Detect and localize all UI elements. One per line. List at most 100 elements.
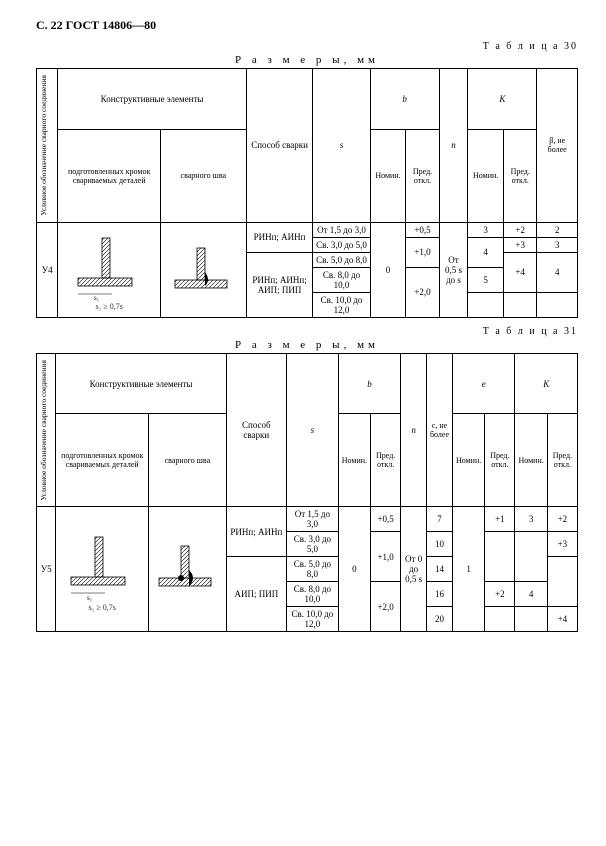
t30-bm0: 2 (537, 222, 578, 237)
t30-kn1: 4 (468, 237, 504, 267)
t30-kn0: 3 (468, 222, 504, 237)
t30-s4: Св. 10,0 до 12,0 (313, 292, 370, 317)
t30-m0: РИНп; АИНп (246, 222, 313, 252)
t30-kd0: +2 (504, 222, 537, 237)
t31-e: е (452, 353, 515, 414)
t30-kd2: +4 (504, 252, 537, 292)
t31-kd0: +2 (547, 507, 577, 532)
svg-text:s₁: s₁ (87, 594, 92, 602)
t30-vcol: Условное обозначение сварного соединения (39, 71, 49, 220)
t30-bm1: 3 (537, 237, 578, 252)
t30-bmax: β, не более (537, 69, 578, 223)
t30-bn: 0 (370, 222, 406, 317)
t31-knom: Номин. (515, 414, 547, 507)
t31-kd2 (547, 557, 577, 607)
t31-ed0: +1 (485, 507, 515, 532)
t31-c2: 14 (427, 557, 453, 582)
dimensions-title-31: Р а з м е р ы, мм (36, 339, 578, 351)
t31-s4: Св. 10,0 до 12,0 (287, 607, 339, 632)
t30-knom: Номин. (468, 129, 504, 222)
t31-m0: РИНп; АИНп (226, 507, 286, 557)
t30-s0: От 1,5 до 3,0 (313, 222, 370, 237)
t31-c4: 20 (427, 607, 453, 632)
t30-bm4 (537, 292, 578, 317)
t31-s: s (287, 353, 339, 507)
t30-kdev: Пред. откл. (504, 129, 537, 222)
t31-diagram-prep: s₁ s₁ ≥ 0,7s (56, 507, 149, 632)
t30-kd1: +3 (504, 237, 537, 252)
svg-text:s₁: s₁ (94, 294, 99, 302)
t30-constr: Конструктивные элементы (58, 69, 246, 130)
t30-bnom: Номин. (370, 129, 406, 222)
table-30: Условное обозначение сварного соединения… (36, 68, 578, 318)
t30-s: s (313, 69, 370, 223)
t31-c0: 7 (427, 507, 453, 532)
t31-bd1: +1,0 (371, 532, 401, 582)
t31-m2: АИП; ПИП (226, 557, 286, 632)
t31-seam: сварного шва (149, 414, 227, 507)
t30-diagram-seam (160, 222, 246, 317)
t31-bnom: Номин. (338, 414, 370, 507)
t31-vcol: Условное обозначение сварного соединения (39, 356, 49, 505)
t31-kn1 (515, 532, 547, 582)
t31-bd0: +0,5 (371, 507, 401, 532)
t30-diagram-prep: s₁ s₁ ≥ 0,7s (58, 222, 160, 317)
t31-edev: Пред. откл. (485, 414, 515, 507)
t31-kn0: 3 (515, 507, 547, 532)
t31-method: Способ сварки (226, 353, 286, 507)
t30-kd4 (504, 292, 537, 317)
t31-s1: Св. 3,0 до 5,0 (287, 532, 339, 557)
t31-kn4 (515, 607, 547, 632)
t30-s2: Св. 5,0 до 8,0 (313, 252, 370, 267)
t30-s1: Св. 3,0 до 5,0 (313, 237, 370, 252)
t31-s2: Св. 5,0 до 8,0 (287, 557, 339, 582)
t30-bd3: +2,0 (406, 267, 439, 317)
t30-prep: подготовленных кромок свариваемых детале… (58, 129, 160, 222)
t31-ed4 (485, 607, 515, 632)
t30-kn3: 5 (468, 267, 504, 292)
t31-ed3: +2 (485, 582, 515, 607)
t30-b: b (370, 69, 439, 130)
t31-prep: подготовленных кромок свариваемых детале… (56, 414, 149, 507)
table-31: Условное обозначение сварного соединения… (36, 353, 578, 633)
page-header: С. 22 ГОСТ 14806—80 (36, 18, 578, 33)
t30-bm2: 4 (537, 252, 578, 292)
t31-c1: 10 (427, 532, 453, 557)
table-30-label: Т а б л и ц а 30 (36, 41, 578, 52)
t31-c: с, не более (427, 353, 453, 507)
table-row: У5 s₁ s₁ ≥ 0,7s (37, 507, 578, 532)
t31-enom: Номин. (452, 414, 484, 507)
t31-ed1 (485, 532, 515, 582)
t30-s3: Св. 8,0 до 10,0 (313, 267, 370, 292)
t30-n0: От 0,5 s до s (439, 222, 468, 317)
t31-diagram-seam (149, 507, 227, 632)
t31-kn3: 4 (515, 582, 547, 607)
t31-code: У5 (37, 507, 56, 632)
t31-b: b (338, 353, 401, 414)
t30-seam: сварного шва (160, 129, 246, 222)
t31-k: K (515, 353, 578, 414)
t31-c3: 16 (427, 582, 453, 607)
t31-kd1: +3 (547, 532, 577, 557)
t30-kn4 (468, 292, 504, 317)
t31-bd3: +2,0 (371, 582, 401, 632)
t31-s0: От 1,5 до 3,0 (287, 507, 339, 532)
t31-constr: Конструктивные элементы (56, 353, 226, 414)
t31-s3: Св. 8,0 до 10,0 (287, 582, 339, 607)
t31-n: n (401, 353, 427, 507)
t30-n: n (439, 69, 468, 223)
t31-kdev: Пред. откл. (547, 414, 577, 507)
t30-k: K (468, 69, 537, 130)
t30-m2: РИНп; АИНп; АИП; ПИП (246, 252, 313, 317)
table-row: У4 s₁ s₁ ≥ 0,7s (37, 222, 578, 237)
t31-bdev: Пред. откл. (371, 414, 401, 507)
table-31-label: Т а б л и ц а 31 (36, 326, 578, 337)
t30-bd0: +0,5 (406, 222, 439, 237)
dimensions-title-30: Р а з м е р ы, мм (36, 54, 578, 66)
t30-bd1: +1,0 (406, 237, 439, 267)
t31-en: 1 (452, 507, 484, 632)
t31-bn: 0 (338, 507, 370, 632)
t30-method: Способ сварки (246, 69, 313, 223)
t31-n0: От 0 до 0,5 s (401, 507, 427, 632)
t30-code: У4 (37, 222, 58, 317)
